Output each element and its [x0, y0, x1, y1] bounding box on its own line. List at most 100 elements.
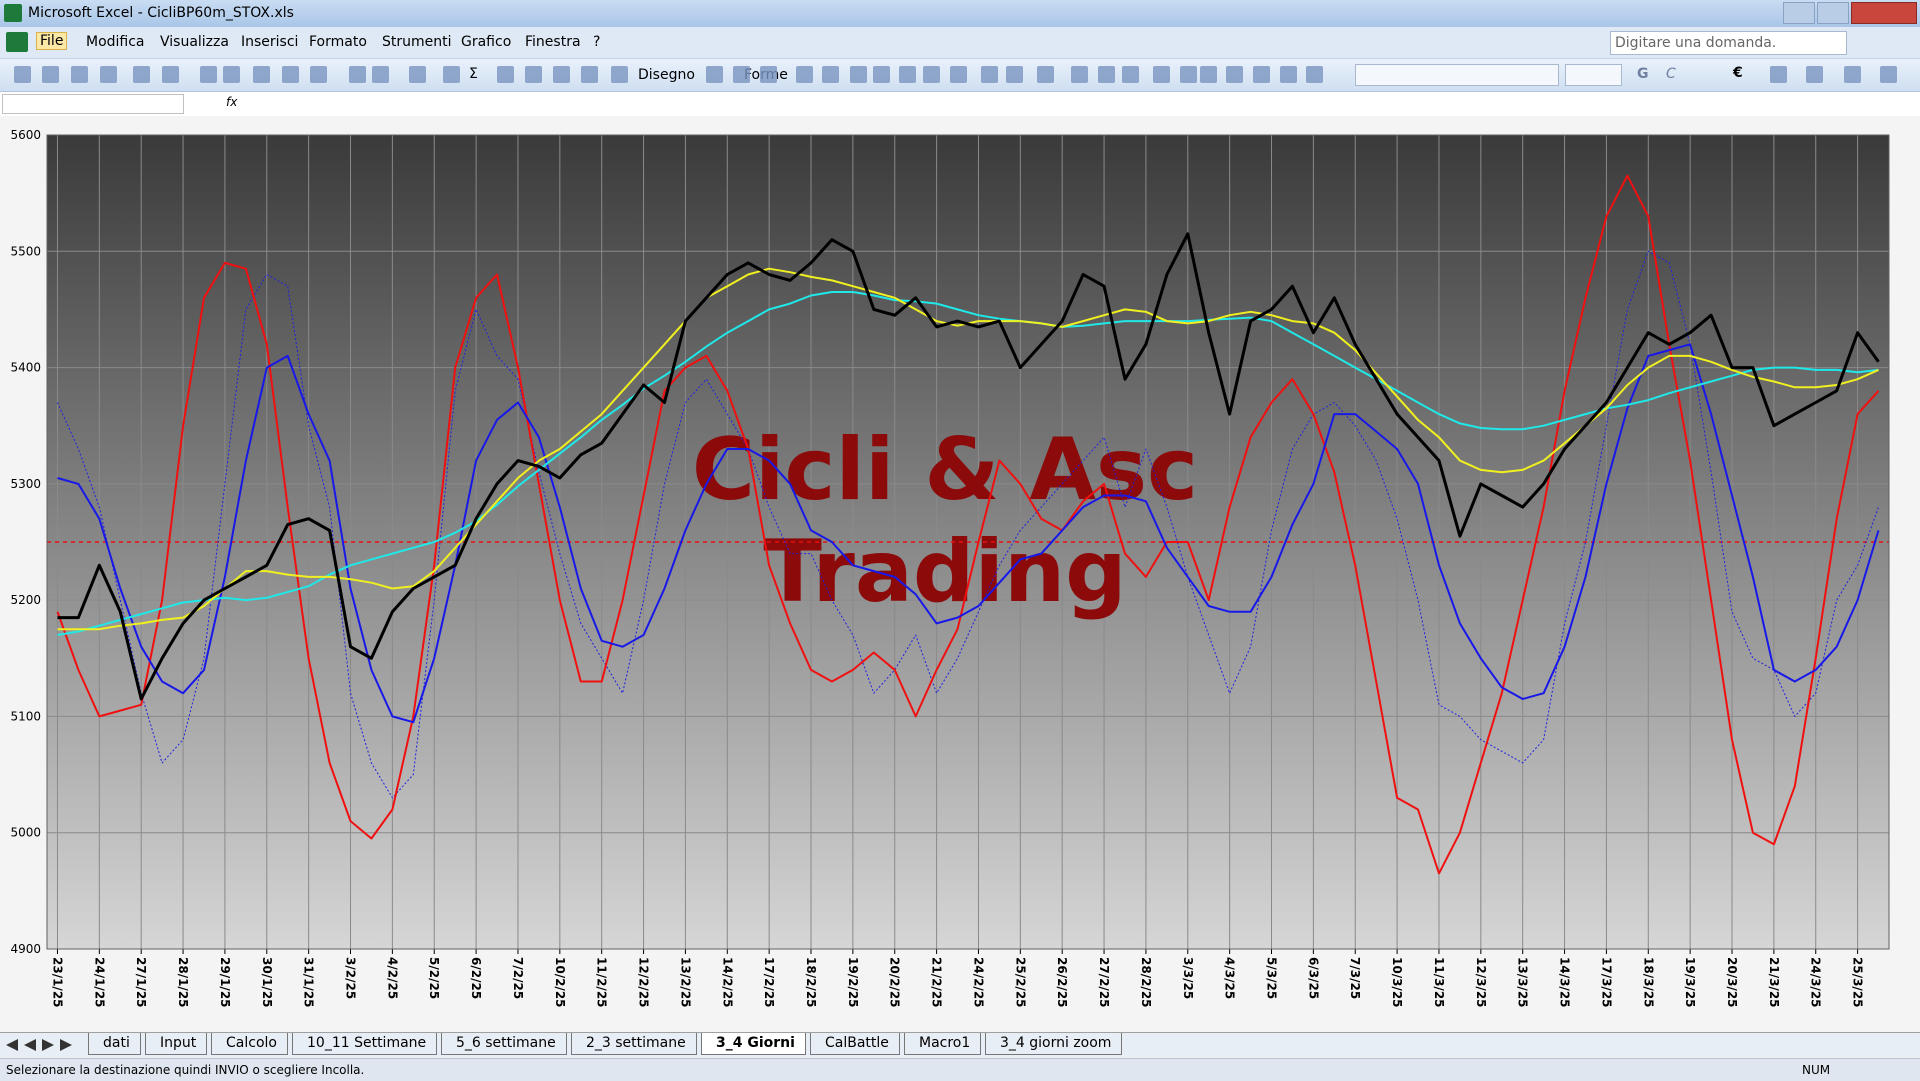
toolbar-icon[interactable] — [733, 66, 750, 83]
help-search[interactable]: Digitare una domanda. — [1610, 31, 1847, 55]
toolbar-icon[interactable] — [1226, 66, 1243, 83]
sheet-tab[interactable]: Calcolo — [211, 1033, 288, 1055]
bold-button[interactable]: G — [1637, 66, 1649, 82]
menu-item[interactable]: Inserisci — [241, 34, 299, 50]
toolbar: Σ Disegno Forme G C € — [0, 59, 1920, 92]
toolbar-icon[interactable] — [1306, 66, 1323, 83]
toolbar-icon[interactable] — [253, 66, 270, 83]
sheet-tab[interactable]: 10_11 Settimane — [292, 1033, 438, 1055]
y-tick-label: 5500 — [10, 244, 41, 258]
drawing-menu[interactable]: Disegno — [638, 67, 695, 83]
tab-scroll-button[interactable] — [42, 1039, 54, 1051]
menu-item[interactable]: Finestra — [525, 34, 581, 50]
toolbar-icon[interactable] — [822, 66, 839, 83]
sheet-tab[interactable]: CalBattle — [810, 1033, 900, 1055]
autosum-button[interactable]: Σ — [469, 66, 478, 82]
menu-item[interactable]: Grafico — [461, 34, 512, 50]
x-tick-label: 6/2/25 — [469, 957, 483, 999]
formula-bar: fx — [0, 92, 1920, 117]
y-tick-label: 5400 — [10, 361, 41, 375]
sheet-tab[interactable]: dati — [88, 1033, 141, 1055]
tab-scroll-button[interactable] — [24, 1039, 36, 1051]
sheet-tab[interactable]: Macro1 — [904, 1033, 982, 1055]
window-title: Microsoft Excel - CicliBP60m_STOX.xls — [28, 5, 294, 21]
toolbar-icon[interactable] — [1880, 66, 1897, 83]
toolbar-icon[interactable] — [1071, 66, 1088, 83]
y-tick-label: 5600 — [10, 128, 41, 142]
italic-button[interactable]: C — [1666, 66, 1676, 82]
x-tick-label: 11/2/25 — [595, 957, 609, 1008]
toolbar-icon[interactable] — [133, 66, 150, 83]
toolbar-icon[interactable] — [282, 66, 299, 83]
toolbar-icon[interactable] — [349, 66, 366, 83]
toolbar-icon[interactable] — [706, 66, 723, 83]
toolbar-icon[interactable] — [1200, 66, 1217, 83]
maximize-button[interactable] — [1817, 2, 1849, 24]
sheet-tab[interactable]: Input — [145, 1033, 208, 1055]
toolbar-icon[interactable] — [796, 66, 813, 83]
toolbar-icon[interactable] — [950, 66, 967, 83]
toolbar-icon[interactable] — [1006, 66, 1023, 83]
toolbar-icon[interactable] — [1037, 66, 1054, 83]
toolbar-icon[interactable] — [850, 66, 867, 83]
toolbar-icon[interactable] — [981, 66, 998, 83]
menu-item[interactable]: Visualizza — [160, 34, 229, 50]
x-tick-label: 7/3/25 — [1348, 957, 1362, 999]
menu-item[interactable]: Modifica — [86, 34, 145, 50]
toolbar-icon[interactable] — [310, 66, 327, 83]
sheet-tab[interactable]: 2_3 settimane — [571, 1033, 697, 1055]
toolbar-icon[interactable] — [1280, 66, 1297, 83]
toolbar-icon[interactable] — [899, 66, 916, 83]
toolbar-icon[interactable] — [1098, 66, 1115, 83]
toolbar-icon[interactable] — [497, 66, 514, 83]
x-tick-label: 19/2/25 — [846, 957, 860, 1008]
x-tick-label: 3/3/25 — [1181, 957, 1195, 999]
tab-scroll-button[interactable] — [60, 1039, 72, 1051]
toolbar-icon[interactable] — [42, 66, 59, 83]
toolbar-icon[interactable] — [1806, 66, 1823, 83]
euro-button[interactable]: € — [1733, 65, 1743, 81]
x-tick-label: 11/3/25 — [1432, 957, 1446, 1008]
toolbar-icon[interactable] — [100, 66, 117, 83]
toolbar-icon[interactable] — [162, 66, 179, 83]
toolbar-icon[interactable] — [1253, 66, 1270, 83]
name-box[interactable] — [2, 94, 184, 114]
toolbar-icon[interactable] — [581, 66, 598, 83]
sheet-tab[interactable]: 5_6 settimane — [441, 1033, 567, 1055]
toolbar-icon[interactable] — [71, 66, 88, 83]
x-tick-label: 12/2/25 — [637, 957, 651, 1008]
toolbar-icon[interactable] — [923, 66, 940, 83]
x-tick-label: 4/2/25 — [385, 957, 399, 999]
toolbar-icon[interactable] — [873, 66, 890, 83]
font-box[interactable] — [1355, 64, 1559, 86]
size-box[interactable] — [1565, 64, 1622, 86]
toolbar-icon[interactable] — [1122, 66, 1139, 83]
x-tick-label: 13/2/25 — [678, 957, 692, 1008]
toolbar-icon[interactable] — [611, 66, 628, 83]
toolbar-icon[interactable] — [372, 66, 389, 83]
series-line — [57, 343, 1880, 724]
toolbar-icon[interactable] — [1844, 66, 1861, 83]
menu-item[interactable]: File — [36, 32, 68, 50]
tab-scroll-button[interactable] — [6, 1039, 18, 1051]
toolbar-icon[interactable] — [525, 66, 542, 83]
menu-item[interactable]: Strumenti — [382, 34, 452, 50]
sheet-tab[interactable]: 3_4 giorni zoom — [985, 1033, 1123, 1055]
menu-item[interactable]: ? — [593, 34, 601, 50]
toolbar-icon[interactable] — [223, 66, 240, 83]
toolbar-icon[interactable] — [553, 66, 570, 83]
menu-item[interactable]: Formato — [309, 34, 367, 50]
toolbar-icon[interactable] — [409, 66, 426, 83]
toolbar-icon[interactable] — [200, 66, 217, 83]
toolbar-icon[interactable] — [1770, 66, 1787, 83]
x-tick-label: 14/3/25 — [1558, 957, 1572, 1008]
toolbar-icon[interactable] — [443, 66, 460, 83]
close-button[interactable] — [1851, 2, 1917, 24]
toolbar-icon[interactable] — [1153, 66, 1170, 83]
sheet-tab[interactable]: 3_4 Giorni — [701, 1033, 806, 1055]
minimize-button[interactable] — [1783, 2, 1815, 24]
toolbar-icon[interactable] — [760, 66, 777, 83]
toolbar-icon[interactable] — [14, 66, 31, 83]
fx-button[interactable]: fx — [226, 95, 238, 109]
toolbar-icon[interactable] — [1180, 66, 1197, 83]
